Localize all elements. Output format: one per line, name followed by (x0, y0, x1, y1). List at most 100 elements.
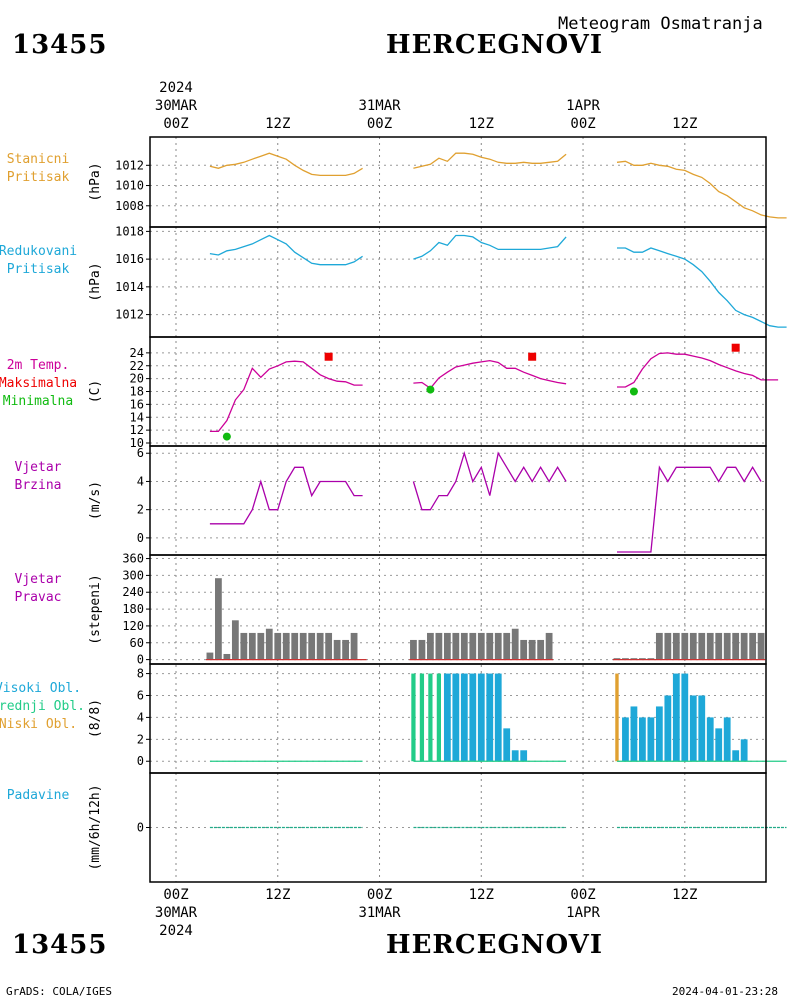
series-line (413, 359, 567, 390)
y-axis-label: (mm/6h/12h) (88, 784, 103, 870)
y-tick-label: 20 (130, 372, 144, 386)
time-tick-label-top: 00Z (367, 116, 392, 132)
year-label-bottom: 2024 (159, 923, 193, 939)
bar (460, 673, 468, 762)
y-tick-label: 12 (130, 423, 144, 437)
time-tick-label-bottom: 00Z (570, 887, 595, 903)
y-tick-label: 0 (137, 754, 144, 768)
bar (291, 632, 299, 660)
time-tick-label-top: 12Z (265, 116, 290, 132)
y-tick-label: 8 (137, 667, 144, 681)
bar (477, 632, 485, 660)
panel-frame (149, 445, 767, 556)
bar (443, 632, 451, 660)
y-tick-label: 2 (137, 503, 144, 517)
series-line (617, 352, 779, 388)
panel-oblaci: 0 2 4 6 8 (8/8) Visoki Obl. Srednji Obl. Niski O… (0, 663, 787, 774)
station-id-top: 13455 (12, 30, 108, 60)
bar (664, 632, 672, 660)
date-label-bottom: 1APR (566, 905, 600, 921)
bar (520, 750, 528, 762)
footer-timestamp: 2024-04-01-23:28 (672, 985, 778, 998)
y-tick-label: 16 (130, 397, 144, 411)
y-axis-label: (8/8) (88, 699, 103, 738)
parameter-label: Visoki Obl. (0, 681, 81, 696)
bar (613, 658, 621, 660)
bar (672, 673, 680, 762)
bar (265, 628, 273, 660)
time-tick-label-bottom: 12Z (469, 887, 494, 903)
bar (215, 578, 222, 660)
bar (528, 639, 536, 660)
y-tick-label: 240 (122, 585, 144, 599)
bar (689, 632, 697, 660)
series-line (413, 234, 567, 260)
parameter-label: Padavine (7, 788, 70, 803)
bar (740, 632, 748, 660)
y-tick-label: 18 (130, 385, 144, 399)
bar (299, 632, 307, 660)
parameter-label: Pravac (15, 590, 62, 605)
bar (494, 673, 502, 762)
bar (757, 632, 765, 660)
bar (411, 673, 416, 762)
y-tick-label: 2 (137, 732, 144, 746)
bar (698, 695, 706, 762)
bar (419, 673, 425, 762)
y-tick-label: 1008 (115, 199, 144, 213)
bar (630, 658, 638, 660)
bar (503, 728, 511, 762)
bar (537, 639, 545, 660)
bar (740, 739, 748, 762)
bar (630, 706, 638, 762)
bar (511, 750, 519, 762)
panel-frame (149, 772, 767, 883)
time-tick-label-bottom: 12Z (265, 887, 290, 903)
panel-vjetar_brzina: 0 2 4 6 (m/s) Vjetar Brzina (15, 445, 767, 556)
footer-credit: GrADS: COLA/IGES (6, 985, 112, 998)
bar (342, 639, 349, 660)
bar (428, 673, 433, 762)
y-tick-label: 120 (122, 619, 144, 633)
parameter-label: Vjetar (15, 572, 62, 587)
bar (647, 717, 655, 762)
y-tick-label: 14 (130, 410, 144, 424)
bar (639, 658, 646, 660)
bar (325, 632, 333, 660)
bar (240, 632, 248, 660)
y-tick-label: 6 (137, 446, 144, 460)
date-label-bottom: 31MAR (358, 905, 401, 921)
y-axis-label: (stepeni) (88, 574, 103, 644)
panel-frame (149, 136, 767, 228)
bar (486, 673, 494, 762)
y-tick-label: 1012 (115, 308, 144, 322)
bar (715, 728, 723, 762)
y-tick-label: 24 (130, 346, 144, 360)
bar (494, 632, 502, 660)
parameter-label: Brzina (15, 478, 62, 493)
bar (206, 652, 214, 660)
parameter-label: 2m Temp. (7, 358, 70, 373)
y-tick-label: 0 (137, 531, 144, 545)
parameter-label: Pritisak (7, 262, 70, 277)
bar (443, 673, 451, 762)
series-line (209, 360, 363, 433)
time-tick-label-top: 12Z (672, 116, 697, 132)
y-tick-label: 4 (137, 710, 144, 724)
series-line (617, 465, 762, 553)
bar (706, 717, 714, 762)
y-tick-label: 1016 (115, 252, 144, 266)
series-line (616, 160, 787, 219)
parameter-label: Redukovani (0, 244, 77, 259)
bar (672, 632, 680, 660)
series-line (209, 152, 363, 177)
date-label-top: 1APR (566, 98, 600, 114)
bar (698, 632, 706, 660)
bar (681, 632, 689, 660)
bar (477, 673, 485, 762)
chart-subtitle: Meteogram Osmatranja (558, 14, 763, 34)
parameter-label: Minimalna (3, 394, 73, 409)
time-tick-label-bottom: 00Z (367, 887, 392, 903)
